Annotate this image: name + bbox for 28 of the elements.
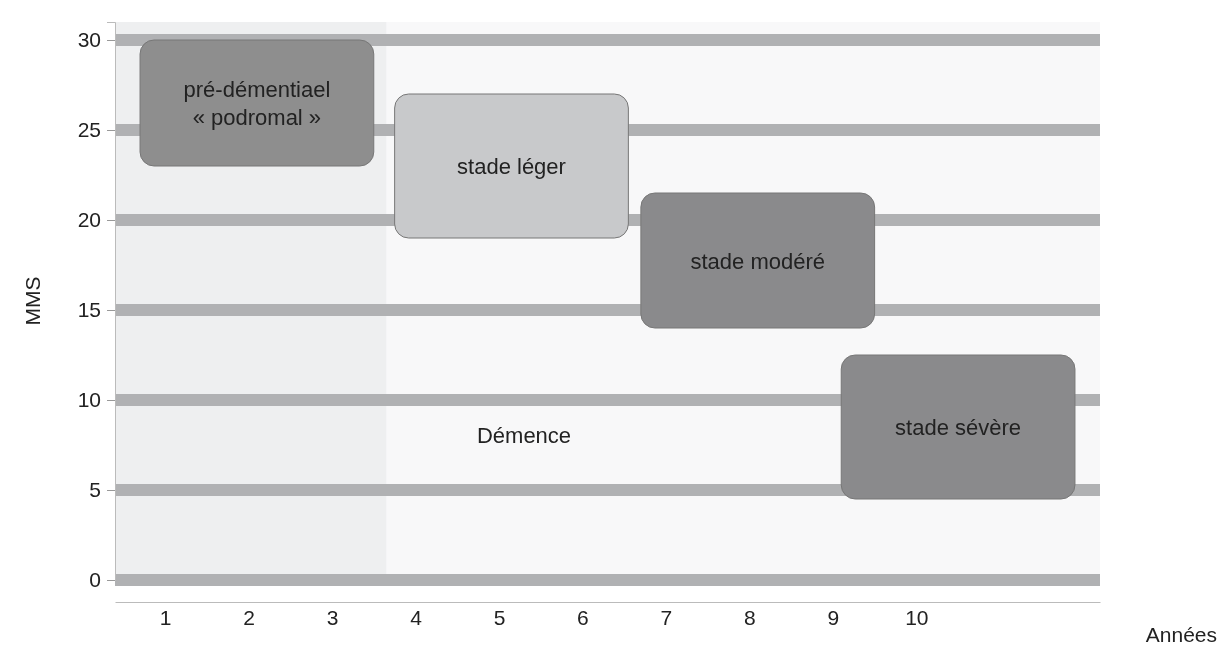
- x-tick-label: 3: [326, 605, 339, 629]
- y-tick-label: 10: [77, 388, 101, 412]
- y-tick-label: 30: [77, 28, 101, 52]
- x-axis-title: Années: [1145, 623, 1217, 646]
- x-tick-label: 4: [410, 605, 423, 629]
- x-tick-label: 8: [744, 605, 756, 629]
- annotation: stade léger: [457, 154, 566, 179]
- bar: [394, 93, 629, 239]
- annotation: stade modéré: [690, 248, 826, 274]
- bar: [840, 354, 1076, 500]
- x-tick-label: 6: [577, 605, 589, 629]
- bar: [139, 39, 375, 167]
- x-tick-label: 1: [159, 605, 172, 629]
- x-tick-label: 2: [243, 605, 255, 629]
- annotation: Démence: [476, 422, 572, 448]
- y-axis-title: MMS: [21, 276, 44, 326]
- y-tick-label: 25: [77, 118, 101, 142]
- x-tick-label: 5: [493, 605, 506, 629]
- x-tick-label: 9: [827, 605, 840, 629]
- y-tick-label: 0: [89, 568, 101, 592]
- annotation: stade sévère: [895, 415, 1022, 440]
- x-tick-label: 10: [905, 605, 929, 629]
- y-tick-label: 15: [77, 298, 101, 322]
- bar: [640, 192, 876, 329]
- y-tick-label: 5: [89, 478, 101, 502]
- y-tick-label: 20: [77, 208, 101, 232]
- x-tick-label: 7: [660, 605, 673, 629]
- annotation: pré-démentiael « podromal »: [183, 77, 331, 130]
